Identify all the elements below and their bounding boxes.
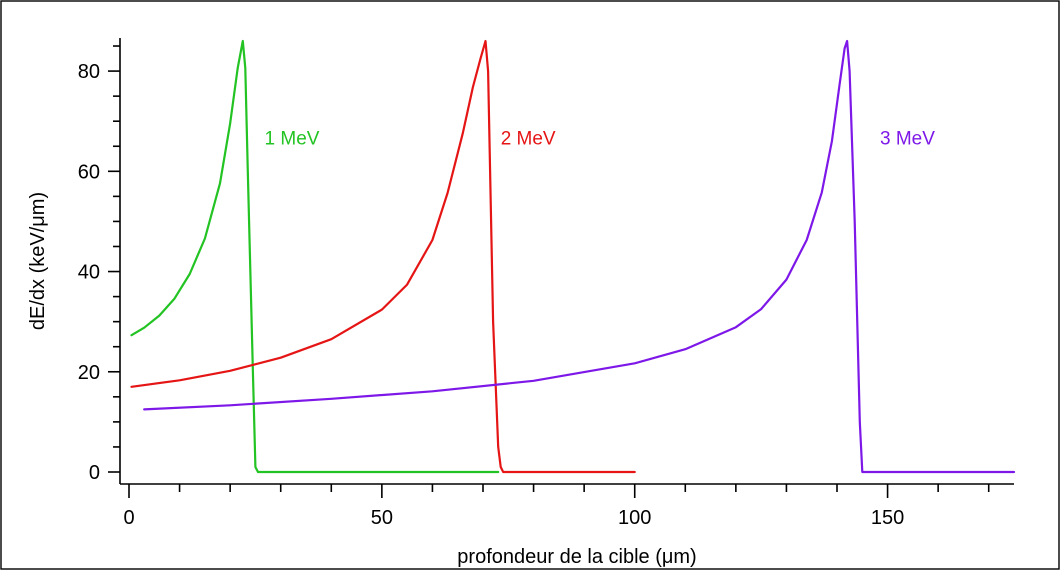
y-axis-label: dE/dx (keV/μm)	[27, 192, 49, 330]
curves	[130, 39, 1016, 474]
y-tick-label: 60	[78, 161, 100, 183]
x-tick-label: 150	[871, 507, 904, 529]
series-label: 1 MeV	[265, 129, 320, 150]
y-tick-label: 20	[78, 362, 100, 384]
x-tick-label: 0	[123, 507, 134, 529]
y-tick-label: 80	[78, 61, 100, 83]
y-tick-label: 40	[78, 262, 100, 284]
series-labels: 1 MeV 2 MeV 3 MeV	[265, 129, 936, 150]
series-label: 2 MeV	[501, 129, 556, 150]
x-axis-label: profondeur de la cible (μm)	[457, 546, 696, 568]
x-tick-label: 100	[618, 507, 651, 529]
axes: 0 50 100 150 0 20 40 60 80	[78, 38, 1014, 529]
series-line-1-mev	[130, 39, 500, 474]
series-line-3-mev	[143, 39, 1016, 474]
series-line-2-mev	[130, 39, 636, 474]
x-tick-label: 50	[371, 507, 393, 529]
y-tick-label: 0	[89, 462, 100, 484]
series-label: 3 MeV	[880, 129, 935, 150]
